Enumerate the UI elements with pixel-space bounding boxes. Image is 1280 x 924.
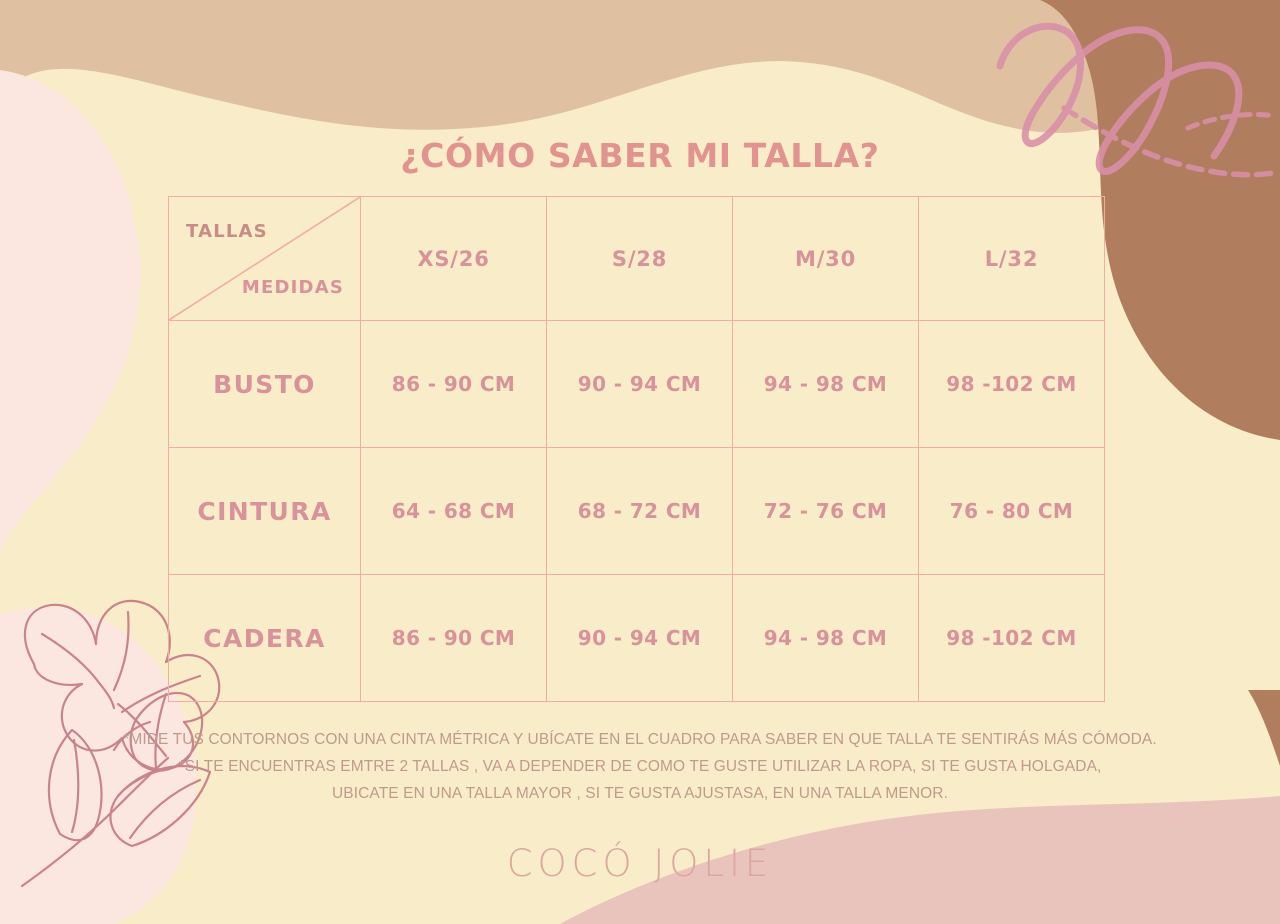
table-row-cadera: CADERA 86 - 90 CM 90 - 94 CM 94 - 98 CM … [168, 574, 1105, 702]
cell-cintura-s: 68 - 72 CM [546, 447, 733, 575]
footnote-line-3: UBICATE EN UNA TALLA MAYOR , SI TE GUSTA… [332, 785, 948, 802]
cell-busto-s: 90 - 94 CM [546, 320, 733, 448]
column-header-xs: XS/26 [360, 196, 547, 321]
brand-name: COCÓ JOLIE [506, 842, 774, 885]
tan-wave-blob [0, 0, 1280, 133]
dusty-pink-wave-blob [560, 796, 1280, 924]
corner-label-medidas: MEDIDAS [241, 277, 344, 298]
table-header-row: TALLAS MEDIDAS XS/26 S/28 M/30 L/32 [168, 196, 1105, 321]
cell-busto-xs: 86 - 90 CM [360, 320, 547, 448]
footnote-block: *MIDE TUS CONTORNOS CON UNA CINTA MÉTRIC… [0, 726, 1280, 807]
cell-cadera-xs: 86 - 90 CM [360, 574, 547, 702]
column-header-s: S/28 [546, 196, 733, 321]
table-row-cintura: CINTURA 64 - 68 CM 68 - 72 CM 72 - 76 CM… [168, 447, 1105, 575]
row-label-cintura: CINTURA [168, 447, 361, 575]
pale-pink-left-blob [0, 70, 141, 560]
corner-label-tallas: TALLAS [186, 221, 268, 242]
column-header-m: M/30 [732, 196, 919, 321]
footnote-line-1: *MIDE TUS CONTORNOS CON UNA CINTA MÉTRIC… [123, 731, 1157, 748]
cell-cadera-s: 90 - 94 CM [546, 574, 733, 702]
script-monogram-icon [996, 22, 1280, 178]
column-header-l: L/32 [918, 196, 1105, 321]
cell-busto-m: 94 - 98 CM [732, 320, 919, 448]
corner-header-cell: TALLAS MEDIDAS [168, 196, 361, 321]
cell-cintura-m: 72 - 76 CM [732, 447, 919, 575]
cell-cadera-m: 94 - 98 CM [732, 574, 919, 702]
table-row-busto: BUSTO 86 - 90 CM 90 - 94 CM 94 - 98 CM 9… [168, 320, 1105, 448]
pale-pink-bottom-blob [0, 607, 197, 924]
row-label-cadera: CADERA [168, 574, 361, 702]
cell-busto-l: 98 -102 CM [918, 320, 1105, 448]
corner-diagonal-divider [169, 197, 360, 320]
cell-cadera-l: 98 -102 CM [918, 574, 1105, 702]
cell-cintura-l: 76 - 80 CM [918, 447, 1105, 575]
cell-cintura-xs: 64 - 68 CM [360, 447, 547, 575]
page-title: ¿CÓMO SABER MI TALLA? [400, 136, 880, 175]
size-chart-table: TALLAS MEDIDAS XS/26 S/28 M/30 L/32 BUST… [168, 196, 1105, 702]
footnote-line-2: *SI TE ENCUENTRAS EMTRE 2 TALLAS , VA A … [178, 758, 1102, 775]
brown-corner-sliver [1248, 690, 1280, 766]
row-label-busto: BUSTO [168, 320, 361, 448]
brown-blob [1040, 0, 1280, 440]
